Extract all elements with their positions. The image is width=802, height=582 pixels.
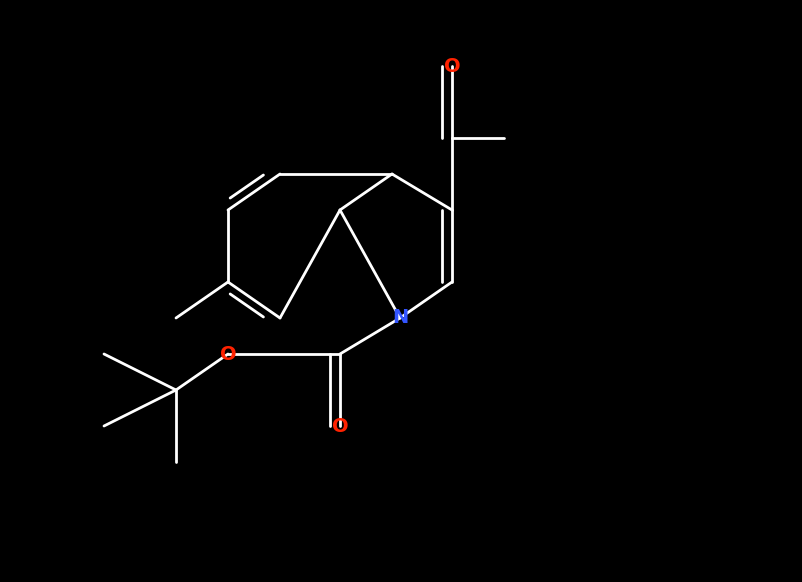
Text: N: N [391,308,407,328]
Text: O: O [444,56,460,76]
Text: O: O [331,417,348,435]
Text: O: O [220,345,236,364]
